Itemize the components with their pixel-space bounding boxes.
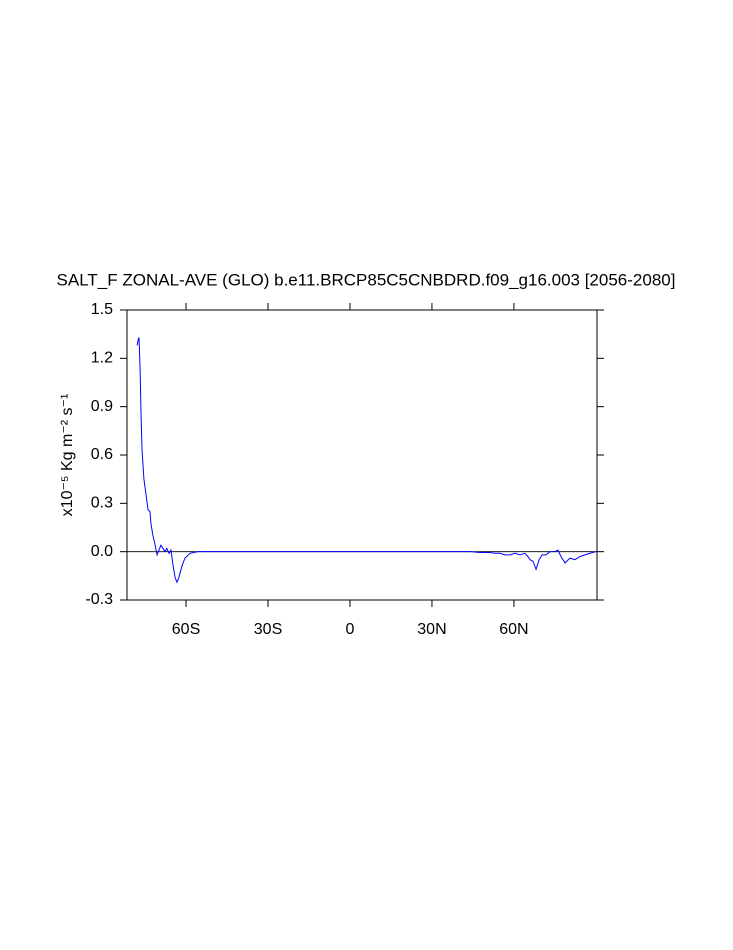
x-tick-label: 0 [346,621,355,638]
y-tick-label: 0.3 [91,495,113,512]
chart-title: SALT_F ZONAL-AVE (GLO) b.e11.BRCP85C5CNB… [57,270,676,289]
y-tick-label: 0.0 [91,543,113,560]
x-tick-label: 30N [417,621,446,638]
x-tick-label: 60N [499,621,528,638]
y-tick-label: 0.6 [91,446,113,463]
y-tick-label: -0.3 [85,591,113,608]
y-tick-label: 1.2 [91,350,113,367]
y-tick-label: 1.5 [91,301,113,318]
x-tick-label: 30S [254,621,282,638]
x-tick-label: 60S [172,621,200,638]
y-tick-label: 0.9 [91,398,113,415]
y-axis-label: x10⁻⁵ Kg m⁻² s⁻¹ [59,394,76,517]
data-line [136,337,597,584]
